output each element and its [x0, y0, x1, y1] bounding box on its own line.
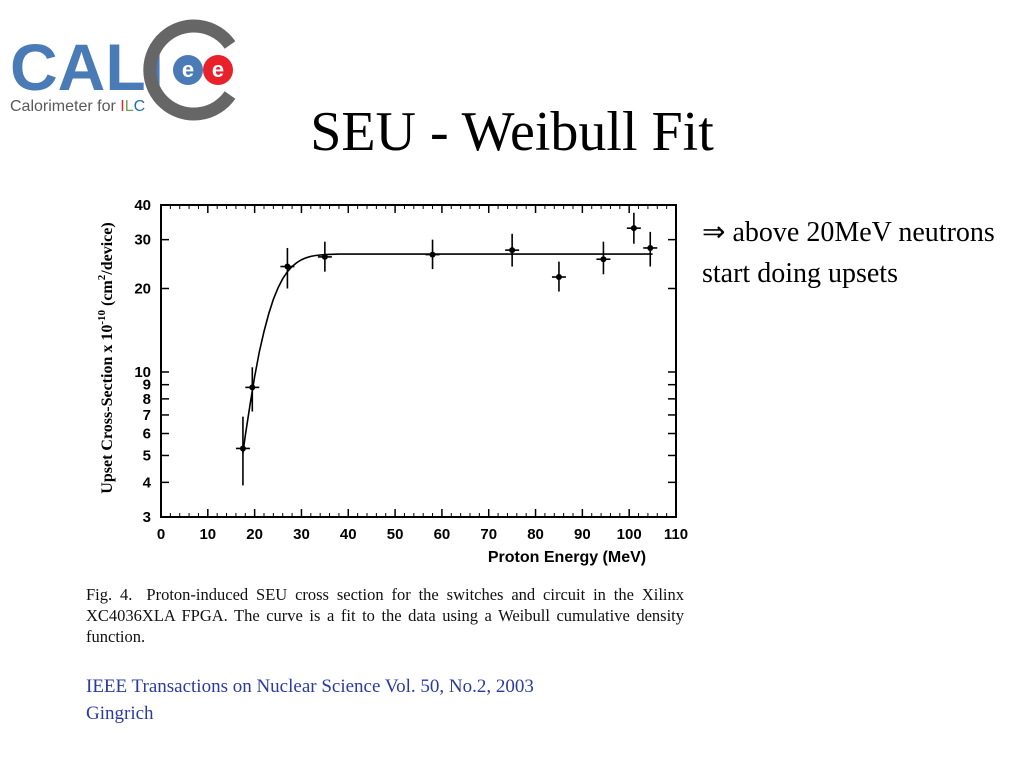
x-tick-label: 70: [480, 526, 497, 543]
logo-ring: [143, 19, 236, 121]
logo-letters: CALI: [10, 30, 164, 104]
x-tick-label: 0: [157, 526, 165, 543]
y-label-unit-open: (cm: [99, 280, 116, 310]
data-point: [600, 256, 607, 263]
y-label-unit-sup: 2: [96, 274, 108, 280]
seu-chart: 0 10 20 30 40 50 60 70 80 90 100 110345678910203040…: [96, 197, 688, 566]
y-label-main: Upset Cross-Section x 10: [99, 325, 116, 494]
fit-curve-group: [242, 253, 653, 454]
calice-logo: CALI e e: [10, 19, 236, 121]
y-tick-label: 3: [143, 509, 151, 526]
logo-subtitle-c: C: [133, 98, 146, 115]
y-tick-label: 6: [143, 426, 151, 443]
y-axis-label: Upset Cross-Section x 10-10 (cm2/device): [96, 222, 116, 493]
logo-e-blue: e: [182, 57, 194, 82]
y-label-unit-close: /device): [99, 222, 116, 275]
y-tick-label: 8: [143, 391, 151, 408]
data-point: [284, 263, 291, 270]
logo-subtitle-l: L: [124, 98, 134, 115]
weibull-fit-curve: [242, 253, 653, 454]
data-point: [647, 244, 654, 251]
data-points: [235, 212, 658, 486]
logo-red-dot: [203, 55, 233, 85]
reference-line-1: IEEE Transactions on Nuclear Science Vol…: [86, 676, 534, 697]
data-point: [429, 251, 436, 258]
y-tick-label: 5: [143, 447, 151, 464]
caption-text: Proton-induced SEU cross section for the…: [86, 585, 685, 646]
y-tick-label: 4: [143, 474, 152, 491]
logo-subtitle: Calorimeter for ILC: [10, 98, 145, 116]
x-tick-label: 10: [199, 526, 216, 543]
y-tick-label: 9: [143, 377, 151, 394]
x-tick-label: 80: [527, 526, 544, 543]
x-tick-label: 60: [434, 526, 451, 543]
data-point: [509, 247, 516, 254]
y-tick-label: 30: [134, 232, 151, 249]
x-tick-label: 30: [293, 526, 310, 543]
y-tick-label: 20: [134, 280, 151, 297]
reference-line-2: Gingrich: [86, 703, 154, 724]
x-axis-label: Proton Energy (MeV): [488, 549, 646, 566]
data-point: [555, 274, 562, 281]
logo-subtitle-text: Calorimeter for: [10, 98, 121, 115]
y-tick-label: 7: [143, 407, 151, 424]
data-point: [239, 445, 246, 452]
logo-e-red: e: [212, 57, 224, 82]
y-label-exp: -10: [96, 310, 108, 325]
x-tick-label: 50: [387, 526, 404, 543]
x-tick-label: 40: [340, 526, 357, 543]
x-tick-label: 100: [617, 526, 642, 543]
bullet-text: ⇒ above 20MeV neutrons start doing upset…: [702, 217, 995, 289]
x-tick-label: 20: [246, 526, 263, 543]
data-point: [630, 225, 637, 232]
x-tick-label: 90: [574, 526, 591, 543]
figure-caption: Fig. 4. Proton-induced SEU cross section …: [86, 584, 684, 647]
reference: IEEE Transactions on Nuclear Science Vol…: [86, 673, 534, 727]
y-tick-label: 10: [134, 364, 151, 381]
slide-title: SEU - Weibull Fit: [310, 101, 714, 163]
caption-label: Fig. 4.: [86, 585, 133, 604]
data-point: [249, 384, 256, 391]
x-tick-label: 110: [664, 526, 688, 543]
plot-frame: [160, 204, 677, 518]
logo-subtitle-i: I: [120, 98, 125, 115]
logo-blue-dot: [173, 55, 203, 85]
data-point: [321, 253, 328, 260]
y-tick-label: 40: [134, 197, 151, 214]
